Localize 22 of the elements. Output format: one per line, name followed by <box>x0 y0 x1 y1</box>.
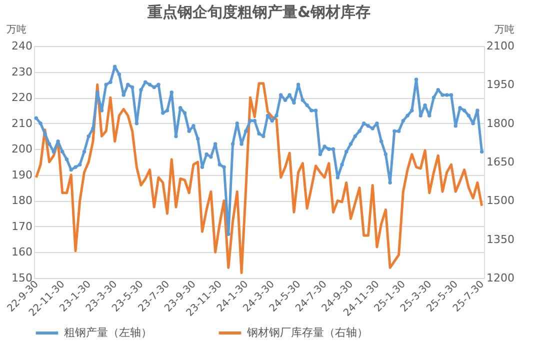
y2-tick-label: 1800 <box>486 116 514 130</box>
line-series <box>34 82 484 274</box>
legend-label: 钢材钢厂库存量（右轴） <box>246 326 368 339</box>
y-tick-label: 230 <box>12 65 32 78</box>
y-tick-label: 160 <box>12 246 32 259</box>
y-tick-label: 240 <box>12 40 32 52</box>
y2-tick-label: 1350 <box>486 232 514 246</box>
y-tick-label: 210 <box>12 116 32 130</box>
y-tick-label: 200 <box>12 142 32 156</box>
y2-tick-label: 2100 <box>486 40 514 52</box>
y-tick-label: 220 <box>12 91 32 104</box>
y-tick-label: 170 <box>12 220 32 233</box>
legend-label: 粗钢产量（左轴） <box>64 326 152 339</box>
y-tick-label: 190 <box>12 168 32 182</box>
y-axis-title: 万吨 <box>6 24 26 36</box>
y2-tick-label: 1950 <box>486 78 514 92</box>
y-tick-label: 180 <box>12 194 32 208</box>
y2-tick-label: 1500 <box>486 194 514 208</box>
y2-tick-label: 1200 <box>486 272 514 284</box>
y2-axis-title: 万吨 <box>494 24 514 36</box>
chart-title: 重点钢企旬度粗钢产量&钢材库存 <box>146 3 371 21</box>
y2-tick-label: 1650 <box>486 156 514 168</box>
